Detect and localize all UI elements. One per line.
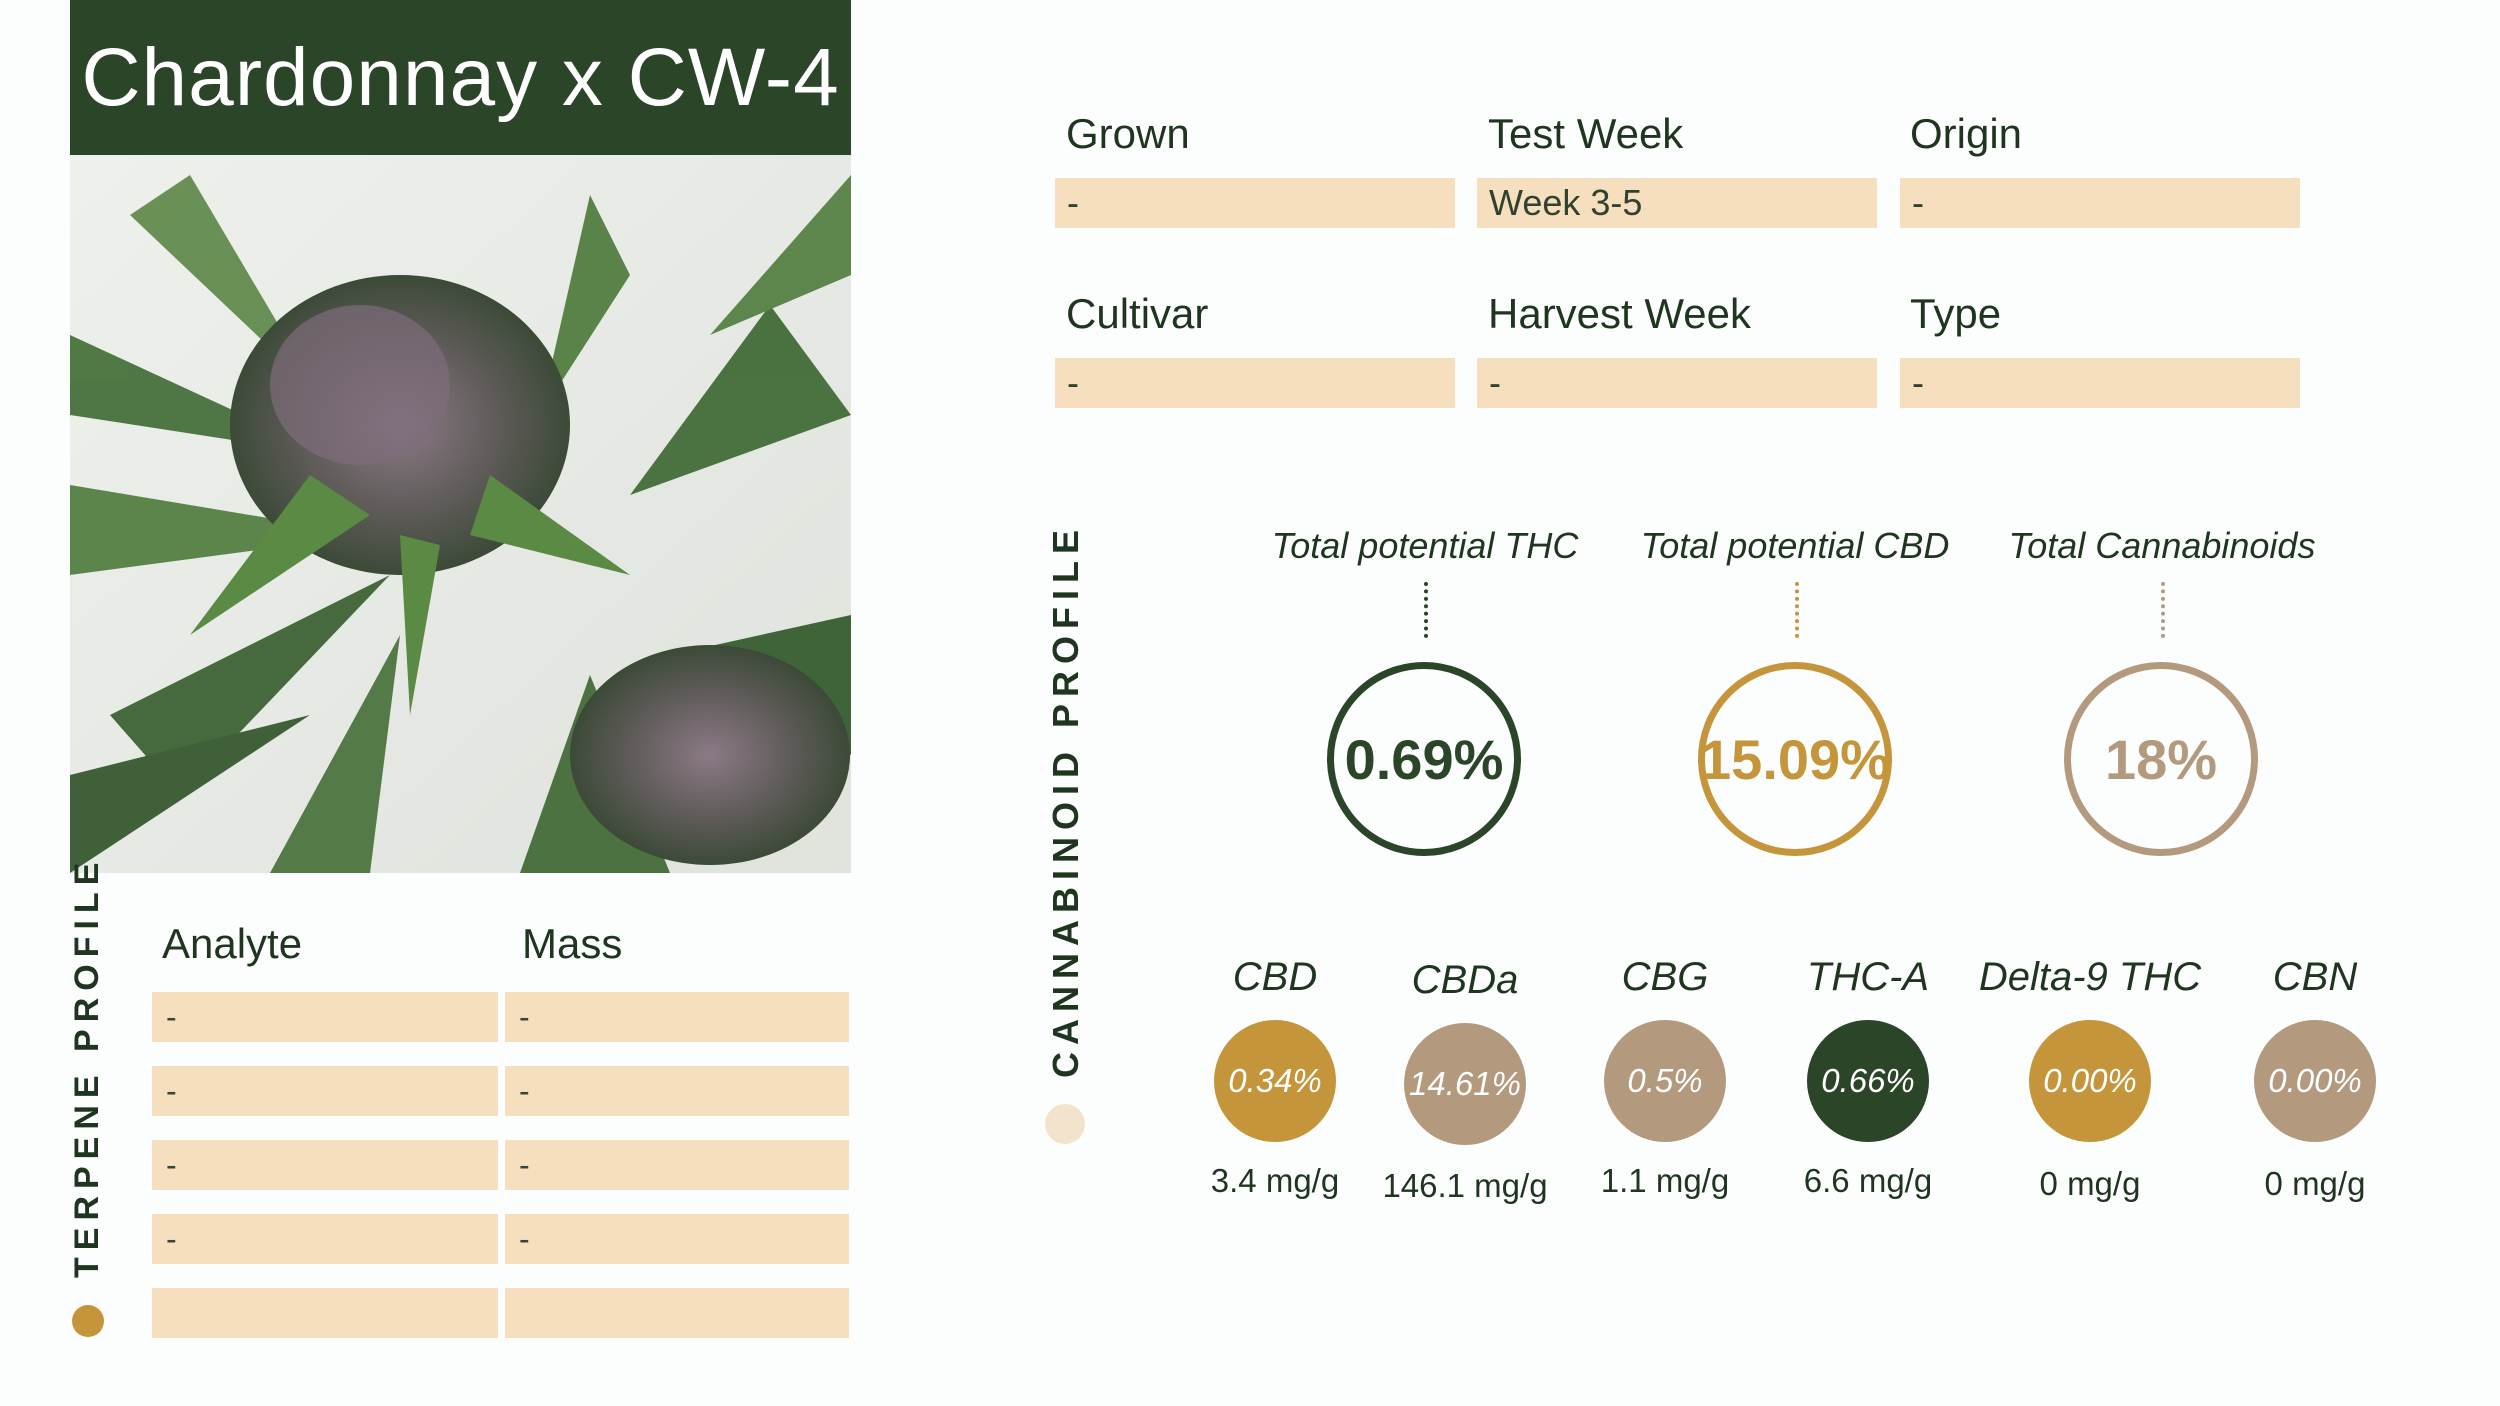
mass-cell: - — [505, 1140, 849, 1190]
cbn-name: CBN — [2272, 955, 2358, 999]
cultivar-label: Cultivar — [1066, 290, 1209, 337]
total-cannabinoids-connector — [2161, 582, 2165, 638]
analyte-cell: - — [152, 1214, 498, 1264]
mass-header: Mass — [522, 920, 623, 967]
analyte-header: Analyte — [162, 920, 303, 967]
terpene-dot — [72, 1305, 104, 1337]
analyte-cell — [152, 1288, 498, 1338]
cbda-mass: 146.1 mg/g — [1382, 1167, 1548, 1204]
total-thc-label: Total potential THC — [1271, 525, 1579, 566]
cbg-name: CBG — [1621, 955, 1709, 999]
analyte-cell: - — [152, 992, 498, 1042]
cbg-mass: 1.1 mg/g — [1600, 1162, 1730, 1199]
delta9-thc-circle: 0.00% — [2029, 1020, 2151, 1142]
test-week-label: Test Week — [1488, 110, 1684, 157]
cbg-circle: 0.5% — [1604, 1020, 1726, 1142]
cbn-circle: 0.00% — [2254, 1020, 2376, 1142]
mass-cell: - — [505, 1066, 849, 1116]
terpene-profile-label: TERPENE PROFILE — [68, 855, 106, 1278]
total-cbd-label: Total potential CBD — [1640, 525, 1950, 566]
cbd-name: CBD — [1232, 955, 1318, 999]
grown-field: - — [1055, 178, 1455, 228]
title-banner: Chardonnay x CW-4 — [70, 0, 851, 155]
page-title: Chardonnay x CW-4 — [81, 31, 840, 123]
origin-field: - — [1900, 178, 2300, 228]
cultivar-field: - — [1055, 358, 1455, 408]
thca-circle: 0.66% — [1807, 1020, 1929, 1142]
total-cannabinoids-ring: 18% — [2064, 662, 2258, 856]
mass-cell: - — [505, 992, 849, 1042]
type-field: - — [1900, 358, 2300, 408]
total-thc-ring: 0.69% — [1327, 662, 1521, 856]
cbd-circle: 0.34% — [1214, 1020, 1336, 1142]
grown-label: Grown — [1066, 110, 1190, 157]
total-cannabinoids-label: Total Cannabinoids — [2008, 525, 2316, 566]
harvest-week-field: - — [1477, 358, 1877, 408]
total-cbd-ring: 15.09% — [1698, 662, 1892, 856]
total-thc-connector — [1424, 582, 1428, 638]
thca-name: THC-A — [1806, 955, 1930, 999]
analyte-cell: - — [152, 1140, 498, 1190]
delta9-thc-mass: 0 mg/g — [2039, 1165, 2141, 1202]
mass-cell: - — [505, 1214, 849, 1264]
cbd-mass: 3.4 mg/g — [1210, 1162, 1340, 1199]
cbda-circle: 14.61% — [1404, 1023, 1526, 1145]
test-week-field: Week 3-5 — [1477, 178, 1877, 228]
cbda-name: CBDa — [1411, 958, 1519, 1002]
total-cbd-connector — [1795, 582, 1799, 638]
cannabis-plant-image — [70, 155, 851, 873]
thca-mass: 6.6 mg/g — [1803, 1162, 1933, 1199]
analyte-cell: - — [152, 1066, 498, 1116]
delta9-thc-name: Delta-9 THC — [1978, 955, 2202, 999]
harvest-week-label: Harvest Week — [1488, 290, 1751, 337]
strain-photo — [70, 155, 851, 873]
cannabinoid-profile-label: CANNABINOID PROFILE — [1045, 523, 1086, 1078]
cannabinoid-dot — [1045, 1104, 1085, 1144]
cbn-mass: 0 mg/g — [2264, 1165, 2366, 1202]
origin-label: Origin — [1910, 110, 2023, 157]
mass-cell — [505, 1288, 849, 1338]
type-label: Type — [1910, 290, 2002, 337]
